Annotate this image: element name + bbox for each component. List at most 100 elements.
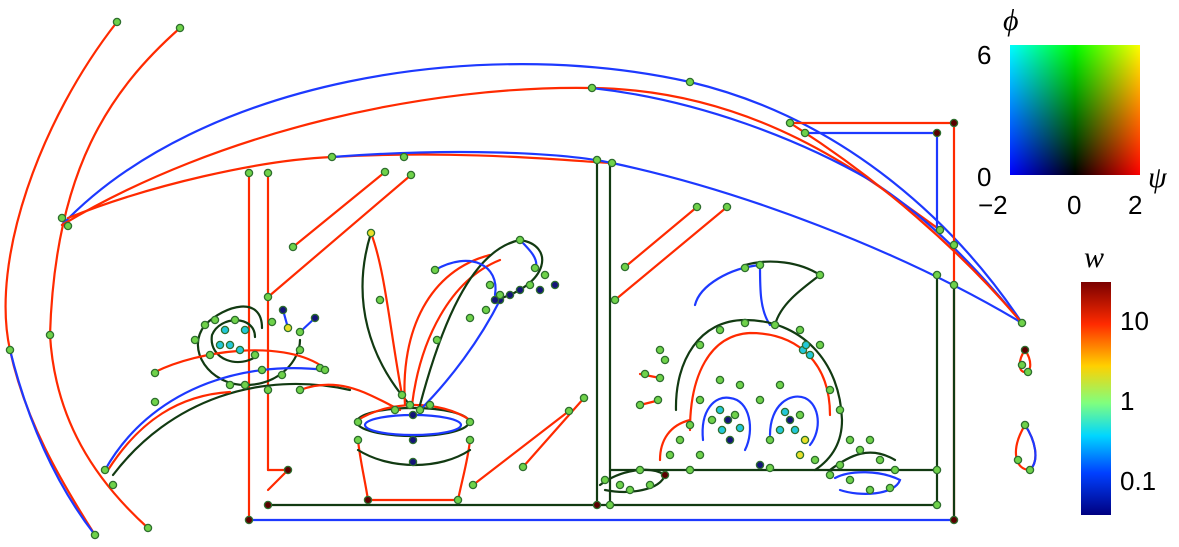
- curve-node: [801, 340, 811, 350]
- curve-left-arc-outer: [4, 20, 119, 537]
- weight-colorbar: [1081, 282, 1111, 515]
- curve-node: [607, 158, 617, 168]
- curve-node: [200, 320, 210, 330]
- curve-node: [235, 345, 245, 355]
- curve-node: [518, 462, 528, 472]
- curve-node: [655, 373, 665, 383]
- curve-node: [785, 118, 795, 128]
- curve-node: [600, 475, 610, 485]
- curve-node: [485, 280, 495, 290]
- curve-canopy-blue-outer: [60, 63, 1024, 325]
- curve-node: [564, 406, 574, 416]
- curve-node: [295, 345, 305, 355]
- curve-node: [215, 340, 225, 350]
- curve-node: [257, 365, 267, 375]
- snail-body-4: [106, 390, 232, 472]
- curve-node: [278, 305, 288, 315]
- curve-node: [755, 460, 765, 470]
- curve-node: [765, 435, 775, 445]
- phi-tick-top: 6: [977, 40, 991, 70]
- reflection-1: [291, 170, 387, 249]
- snail-shell-mid: [210, 319, 260, 364]
- pot-body: [356, 438, 472, 502]
- curve-node: [240, 325, 250, 335]
- curve-node: [225, 340, 235, 350]
- curve-node: [717, 425, 727, 435]
- curve-node: [100, 465, 110, 475]
- curve-node: [405, 400, 415, 410]
- curve-node: [785, 415, 795, 425]
- leaf-1: [361, 231, 412, 407]
- curve-node: [795, 450, 805, 460]
- curve-canopy-red-right: [788, 121, 1024, 325]
- curve-node: [810, 455, 820, 465]
- curve-node: [885, 483, 895, 493]
- curve-node: [765, 463, 775, 473]
- reflection-2: [266, 173, 413, 299]
- curve-node: [465, 313, 475, 323]
- curve-node: [949, 118, 959, 128]
- curve-canopy-blue-low: [330, 150, 1024, 325]
- curve-node: [780, 407, 790, 417]
- curve-node: [244, 168, 254, 178]
- curve-node: [353, 435, 363, 445]
- weight-tick-10: 10: [1120, 306, 1149, 336]
- curve-node: [310, 313, 320, 323]
- curve-node: [755, 395, 765, 405]
- curve-node: [755, 260, 765, 270]
- curve-node: [468, 480, 478, 490]
- cat-eye-right: [768, 395, 819, 447]
- curve-node: [363, 495, 373, 505]
- curve-node: [740, 263, 750, 273]
- curve-node: [805, 350, 815, 360]
- curve-node: [190, 335, 200, 345]
- curve-node: [250, 350, 260, 360]
- curve-node: [605, 500, 615, 510]
- curve-node: [949, 240, 959, 250]
- curve-node: [949, 515, 959, 525]
- leaf-1b: [369, 231, 404, 397]
- curve-node: [112, 17, 122, 27]
- curve-node: [685, 420, 695, 430]
- snail-body-2: [111, 382, 352, 477]
- curve-node: [353, 417, 363, 427]
- curve-node: [220, 325, 230, 335]
- curve-node: [587, 83, 597, 93]
- curve-node: [1020, 420, 1030, 430]
- leaf-2: [403, 253, 492, 407]
- curve-node: [515, 235, 525, 245]
- curve-node: [695, 395, 705, 405]
- curve-canopy-blue-mid: [590, 86, 1024, 325]
- drop-lower-blue: [1023, 423, 1037, 472]
- curve-node: [205, 350, 215, 360]
- psi-axis-label: ψ: [1148, 161, 1168, 194]
- curve-node: [653, 395, 663, 405]
- curve-node: [525, 280, 535, 290]
- curve-node: [267, 317, 277, 327]
- curve-node: [825, 385, 835, 395]
- curve-node: [465, 417, 475, 427]
- curve-node: [890, 465, 900, 475]
- curve-node: [481, 305, 491, 315]
- curve-node: [415, 405, 425, 415]
- curve-node: [515, 285, 525, 295]
- curve-node: [707, 415, 717, 425]
- curve-node: [615, 480, 625, 490]
- curve-node: [430, 265, 440, 275]
- psi-tick-mid: 0: [1067, 190, 1081, 220]
- curve-node: [715, 405, 725, 415]
- curve-node: [579, 393, 589, 403]
- curve-node: [390, 405, 400, 415]
- curve-node: [1025, 465, 1035, 475]
- curve-left-arc-inner: [48, 26, 182, 530]
- curve-node: [835, 460, 845, 470]
- curve-node: [230, 315, 240, 325]
- curve-node: [380, 167, 390, 177]
- curve-node: [610, 295, 620, 305]
- curve-node: [263, 292, 273, 302]
- curve-node: [800, 128, 810, 138]
- psi-tick-left: −2: [978, 190, 1008, 220]
- curve-node: [685, 77, 695, 87]
- weight-colorbar-legend: w 10 1 0.1: [1081, 241, 1156, 515]
